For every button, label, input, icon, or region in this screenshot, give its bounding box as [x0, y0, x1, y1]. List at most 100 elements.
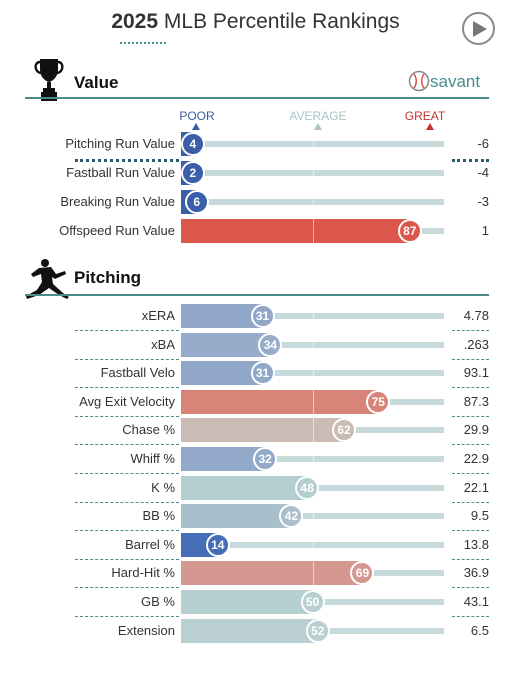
percentile-bar: [181, 475, 308, 500]
average-line: [312, 447, 314, 471]
row-separator: [75, 587, 179, 589]
percentile-bar: [181, 389, 379, 414]
metric-label: Offspeed Run Value: [59, 223, 175, 238]
scale-label-average: AVERAGE: [289, 109, 347, 123]
average-line: [312, 304, 314, 328]
value-separator: [452, 330, 489, 331]
metric-value: 87.3: [463, 393, 489, 409]
metric-value: .263: [463, 336, 489, 352]
play-icon: [473, 21, 487, 37]
section-divider-pitching: [25, 294, 489, 296]
average-line: [312, 190, 314, 214]
metric-label: Barrel %: [125, 536, 175, 552]
scale-arrow-average: [314, 123, 322, 130]
percentile-badge: 69: [350, 561, 375, 586]
row-separator: [75, 530, 179, 532]
percentile-badge: 87: [397, 219, 422, 243]
average-line: [312, 219, 314, 243]
scale-arrow-great: [426, 123, 434, 130]
metric-value: 13.8: [463, 536, 489, 552]
metric-value: -6: [477, 136, 489, 151]
percentile-badge: 2: [180, 161, 205, 185]
value-separator: [452, 159, 489, 162]
metric-value: 6.5: [470, 622, 489, 638]
savant-logo-text: savant: [430, 72, 481, 91]
average-line: [312, 504, 314, 529]
metric-label: Breaking Run Value: [60, 194, 175, 209]
average-line: [312, 418, 314, 443]
value-separator: [452, 587, 489, 589]
pitcher-icon: [26, 259, 69, 299]
percentile-bar: [181, 304, 263, 328]
percentile-badge: 14: [205, 532, 230, 557]
percentile-badge: 4: [180, 132, 205, 156]
percentile-bar: [181, 418, 345, 443]
percentile-bar: [181, 618, 318, 643]
metric-value: -4: [477, 165, 489, 180]
value-separator: [452, 616, 489, 617]
metric-label: Avg Exit Velocity: [79, 393, 175, 409]
metric-label: Chase %: [122, 422, 175, 438]
row-separator: [75, 387, 179, 389]
value-separator: [452, 473, 489, 474]
metric-label: Hard-Hit %: [111, 565, 175, 581]
row-separator: [75, 159, 179, 162]
title-text: MLB Percentile Rankings: [163, 10, 400, 33]
metric-value: 36.9: [463, 565, 489, 581]
average-line: [312, 361, 314, 386]
metric-label: xERA: [141, 308, 175, 323]
metric-label: BB %: [142, 508, 175, 524]
metric-label: Fastball Run Value: [66, 165, 175, 180]
metric-value: 9.5: [470, 508, 489, 524]
value-separator: [452, 415, 489, 417]
value-separator: [452, 501, 489, 503]
section-title-value: Value: [74, 73, 119, 92]
metric-value: -3: [477, 194, 489, 209]
percentile-bar: [181, 361, 263, 386]
row-separator: [75, 558, 179, 560]
title-year: 2025: [111, 10, 159, 33]
value-separator: [452, 530, 489, 532]
average-line: [312, 332, 314, 357]
row-separator: [75, 473, 179, 474]
percentile-bar: [181, 561, 363, 586]
value-separator: [452, 558, 489, 560]
title-underline: [120, 42, 166, 44]
scale-label-poor: POOR: [179, 109, 215, 123]
percentile-bar: [181, 219, 410, 243]
value-separator: [452, 358, 489, 360]
metric-value: 22.9: [463, 451, 489, 466]
metric-label: Whiff %: [130, 451, 175, 466]
percentile-bar: [181, 447, 266, 471]
metric-value: 22.1: [463, 479, 489, 495]
percentile-bar: [181, 504, 292, 529]
scale-arrow-poor: [192, 123, 200, 130]
section-divider-value: [25, 97, 489, 99]
percentile-badge: 34: [258, 332, 283, 357]
metric-label: GB %: [141, 594, 175, 609]
percentile-badge: 52: [305, 618, 330, 643]
row-separator: [75, 501, 179, 503]
metric-label: xBA: [151, 336, 175, 352]
trophy-icon: [34, 59, 64, 101]
metric-value: 43.1: [463, 594, 489, 609]
row-separator: [75, 358, 179, 360]
percentile-bar: [181, 590, 313, 614]
page-title: 2025 MLB Percentile Rankings: [0, 10, 511, 34]
play-button[interactable]: [462, 12, 495, 45]
scale-label-great: GREAT: [404, 109, 446, 123]
metric-label: Pitching Run Value: [65, 136, 175, 151]
percentile-badge: 75: [366, 389, 391, 414]
metric-label: Fastball Velo: [100, 365, 175, 381]
average-line: [312, 389, 314, 414]
percentile-badge: 31: [250, 304, 275, 328]
value-separator: [452, 387, 489, 389]
metric-value: 29.9: [463, 422, 489, 438]
row-separator: [75, 444, 179, 446]
percentile-badge: 6: [184, 190, 209, 214]
row-separator: [75, 616, 179, 617]
percentile-badge: 62: [332, 418, 357, 443]
value-separator: [452, 444, 489, 446]
average-line: [312, 132, 314, 156]
metric-label: Extension: [117, 622, 175, 638]
